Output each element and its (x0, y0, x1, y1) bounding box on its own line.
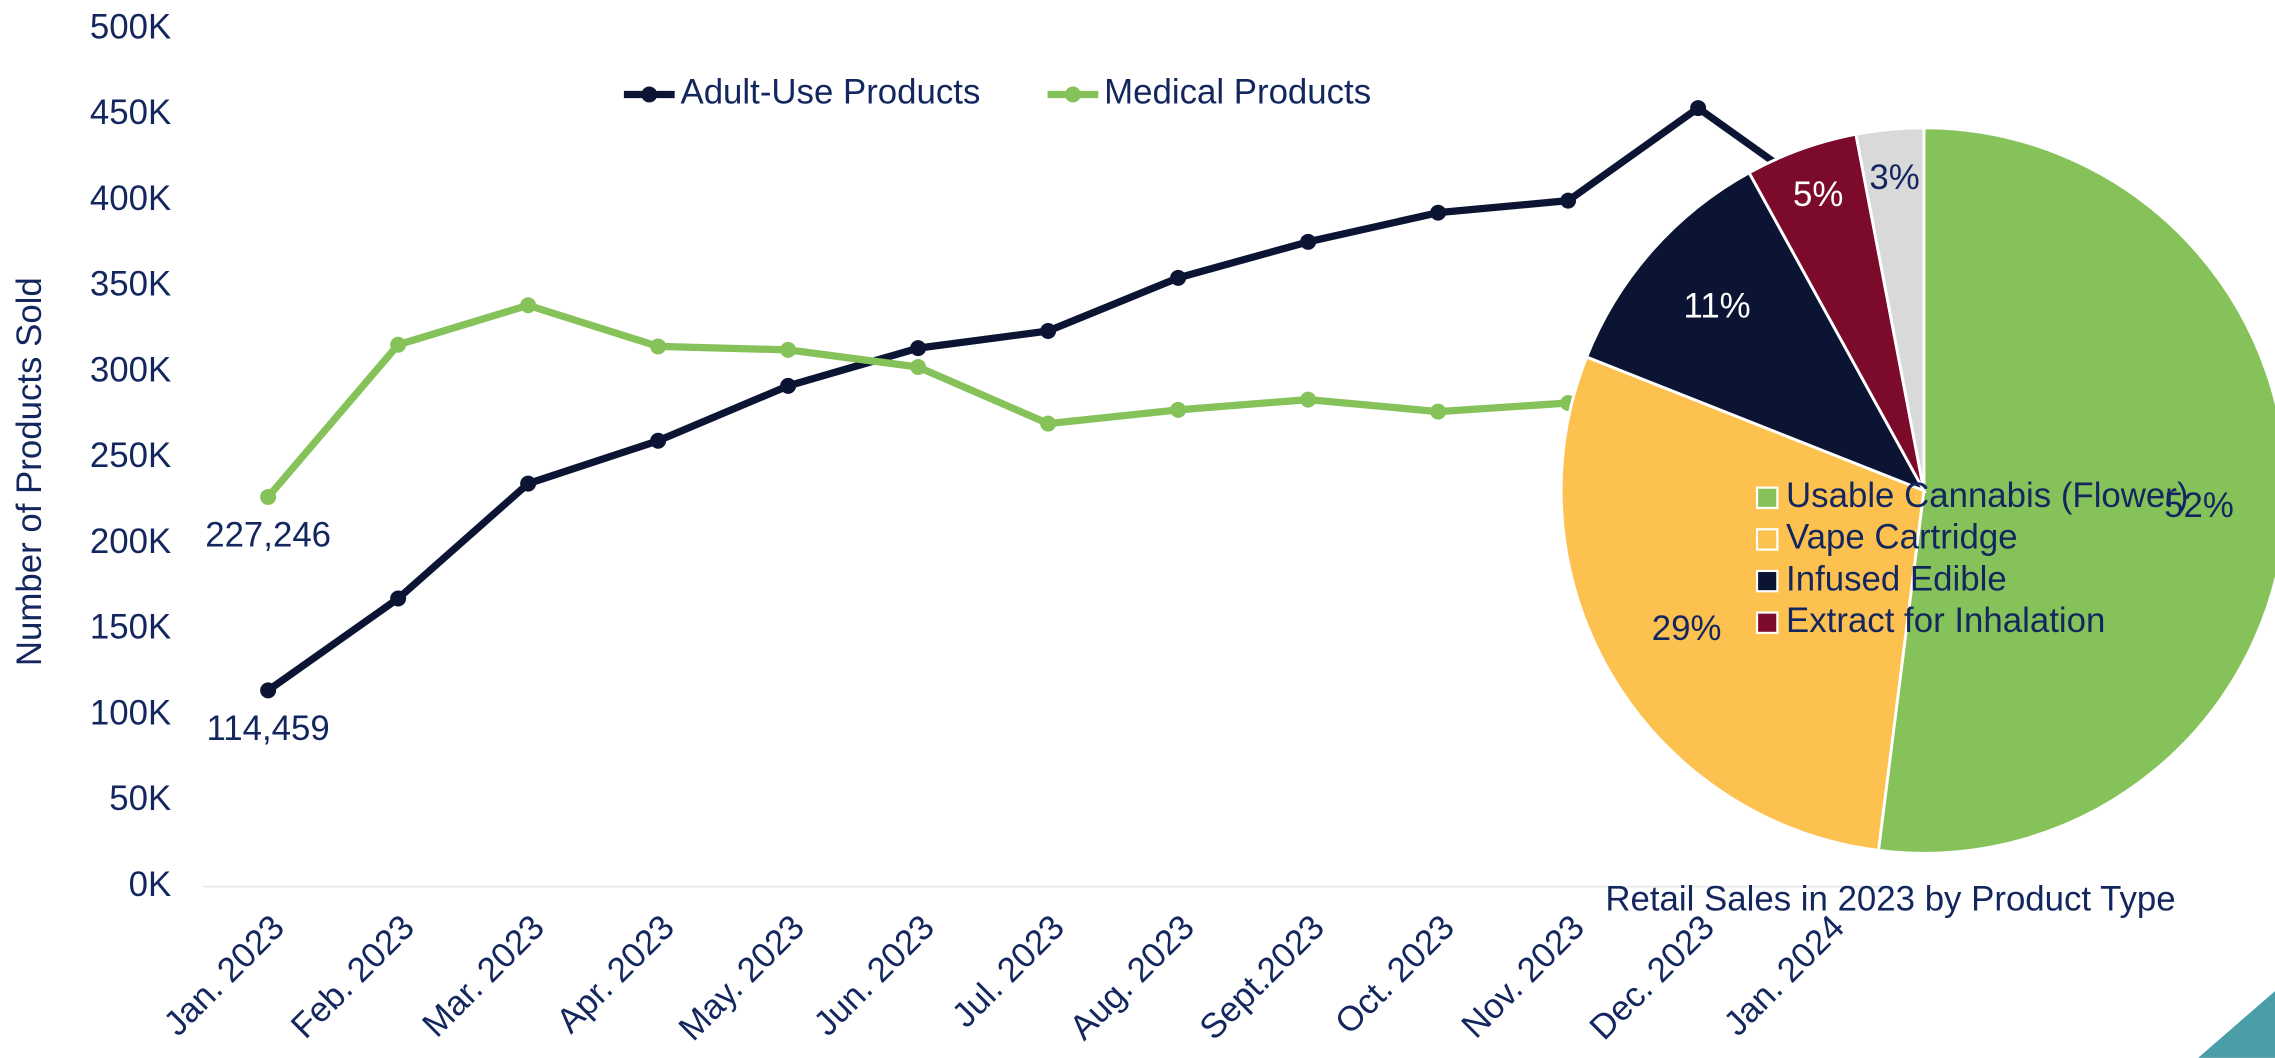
x-tick-label: Feb. 2023 (283, 908, 421, 1046)
data-point (910, 359, 927, 375)
data-point (650, 432, 667, 449)
legend-swatch (1755, 528, 1779, 551)
legend-swatch (1755, 486, 1779, 510)
x-tick-label: Oct. 2023 (1328, 908, 1462, 1042)
y-tick-label: 0K (129, 865, 172, 904)
pie-label: 29% (1652, 609, 1722, 648)
legend-label: Extract for Inhalation (1786, 601, 2105, 640)
y-tick-label: 50K (109, 779, 171, 818)
x-tick-label: Nov. 2023 (1454, 908, 1592, 1046)
corner-decoration (2198, 991, 2275, 1058)
y-tick-label: 450K (90, 93, 171, 132)
x-tick-label: Aug. 2023 (1062, 908, 1202, 1048)
data-label: 227,246 (205, 516, 331, 555)
legend-label: Medical Products (1104, 73, 1371, 112)
data-point (520, 297, 537, 314)
data-point (1560, 192, 1577, 209)
data-point (1170, 269, 1187, 286)
data-point (260, 488, 277, 505)
data-point (650, 338, 667, 355)
data-point (390, 590, 407, 607)
x-tick-label: Mar. 2023 (415, 908, 552, 1045)
pie-title: Retail Sales in 2023 by Product Type (1605, 879, 2175, 918)
pie-slice (1876, 126, 2275, 855)
y-tick-label: 350K (90, 265, 171, 304)
x-tick-label: Apr. 2023 (549, 908, 682, 1041)
pie-label: 11% (1684, 286, 1751, 325)
legend-label: Vape Cartridge (1786, 518, 2018, 557)
x-tick-label: Dec. 2023 (1582, 908, 1722, 1048)
data-point (520, 475, 537, 492)
data-point (1430, 204, 1447, 221)
legend-label: Adult-Use Products (680, 73, 980, 112)
legend-label: Usable Cannabis (Flower) (1786, 476, 2188, 515)
data-point (780, 341, 797, 358)
x-tick-label: May. 2023 (671, 908, 812, 1049)
data-point (1430, 403, 1447, 420)
pie-slice (1584, 170, 1928, 494)
data-label: 114,459 (206, 709, 329, 748)
legend-swatch (1755, 611, 1779, 634)
data-point (1040, 323, 1057, 339)
x-tick-label: Sept.2023 (1192, 908, 1332, 1048)
pie-slice (1559, 355, 1926, 853)
data-point (1040, 415, 1057, 432)
data-point (910, 340, 927, 357)
y-axis-label: Number of Products Sold (10, 277, 49, 666)
data-point (780, 377, 797, 394)
legend-label: Infused Edible (1786, 559, 2007, 598)
y-tick-label: 300K (90, 350, 171, 389)
pie-slice (1854, 126, 1926, 491)
data-point (1170, 401, 1187, 418)
legend-marker (1064, 86, 1081, 103)
x-tick-label: Jun. 2023 (806, 908, 942, 1044)
x-tick-label: Jul. 2023 (944, 908, 1071, 1035)
y-tick-label: 150K (90, 608, 171, 647)
pie-label: 52% (2164, 486, 2234, 525)
y-tick-label: 250K (90, 436, 171, 475)
data-point (1690, 100, 1707, 117)
y-tick-label: 500K (90, 7, 171, 46)
legend-swatch (1755, 569, 1779, 593)
y-tick-label: 400K (90, 179, 171, 218)
pie-label: 3% (1869, 158, 1919, 197)
data-point (390, 336, 407, 353)
legend-marker (641, 86, 658, 103)
y-tick-label: 100K (90, 693, 171, 732)
pie-label: 5% (1793, 175, 1843, 214)
data-point (1300, 233, 1317, 250)
data-point (1300, 391, 1317, 408)
x-tick-label: Jan. 2023 (156, 908, 292, 1044)
x-tick-label: Jan. 2024 (1716, 908, 1852, 1044)
y-tick-label: 200K (90, 522, 171, 561)
data-point (260, 682, 277, 699)
